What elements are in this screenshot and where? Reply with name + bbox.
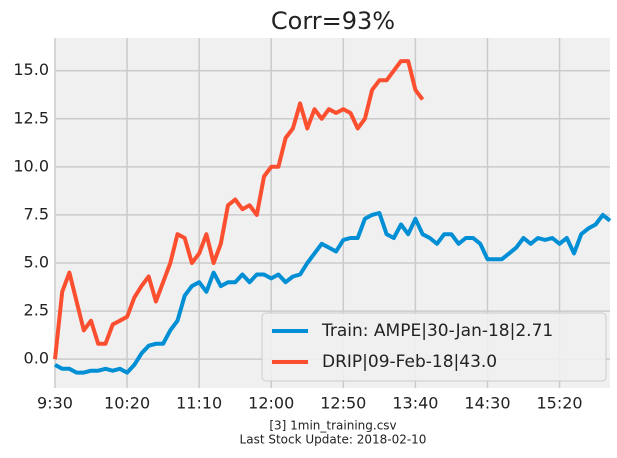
- y-tick-label: 0.0: [24, 349, 49, 368]
- y-tick-label: 5.0: [24, 253, 49, 272]
- legend-box: [261, 312, 607, 382]
- x-tick-label: 13:40: [392, 394, 438, 413]
- x-tick-label: 15:20: [536, 394, 582, 413]
- x-tick-label: 12:50: [320, 394, 366, 413]
- footer: Last Stock Update: 2018-02-10: [240, 433, 427, 447]
- footer: [3] 1min_training.csv: [269, 419, 396, 433]
- chart-title: Corr=93%: [271, 7, 395, 35]
- legend-label: DRIP|09-Feb-18|43.0: [322, 352, 497, 372]
- x-tick-label: 14:30: [464, 394, 510, 413]
- y-tick-label: 12.5: [13, 108, 49, 127]
- y-tick-label: 2.5: [24, 301, 49, 320]
- x-tick-label: 11:10: [176, 394, 222, 413]
- x-tick-label: 12:00: [248, 394, 294, 413]
- x-tick-label: 9:30: [37, 394, 73, 413]
- y-tick-label: 10.0: [13, 156, 49, 175]
- x-tick-label: 10:20: [104, 394, 150, 413]
- legend-label: Train: AMPE|30-Jan-18|2.71: [321, 321, 553, 341]
- line-series: [54, 211, 612, 375]
- y-tick-label: 7.5: [24, 204, 49, 223]
- y-tick-label: 15.0: [13, 60, 49, 79]
- line-series: [53, 59, 425, 360]
